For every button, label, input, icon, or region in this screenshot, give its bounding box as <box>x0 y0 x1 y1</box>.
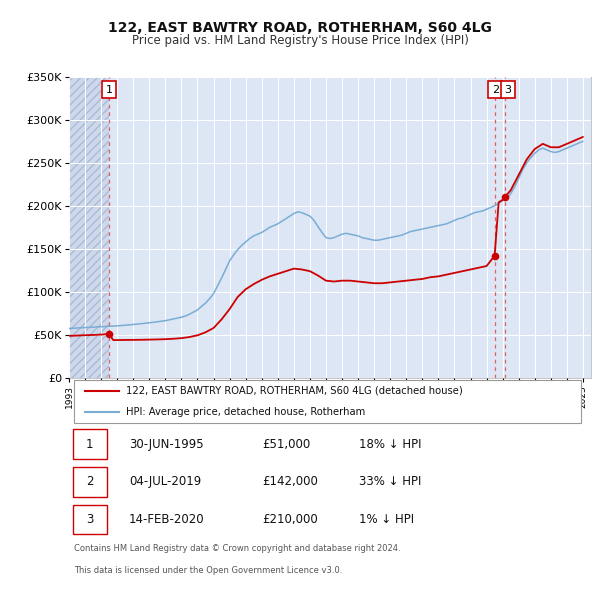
Text: HPI: Average price, detached house, Rotherham: HPI: Average price, detached house, Roth… <box>127 407 365 417</box>
Text: 1: 1 <box>86 438 94 451</box>
Text: 30-JUN-1995: 30-JUN-1995 <box>129 438 203 451</box>
FancyBboxPatch shape <box>73 429 107 459</box>
Text: 33% ↓ HPI: 33% ↓ HPI <box>359 476 421 489</box>
Text: This data is licensed under the Open Government Licence v3.0.: This data is licensed under the Open Gov… <box>74 566 343 575</box>
Text: 2: 2 <box>492 84 499 94</box>
Text: 3: 3 <box>86 513 94 526</box>
Text: 1% ↓ HPI: 1% ↓ HPI <box>359 513 414 526</box>
Text: £51,000: £51,000 <box>262 438 310 451</box>
Text: 18% ↓ HPI: 18% ↓ HPI <box>359 438 421 451</box>
Text: £210,000: £210,000 <box>262 513 318 526</box>
Text: 04-JUL-2019: 04-JUL-2019 <box>129 476 201 489</box>
Text: Contains HM Land Registry data © Crown copyright and database right 2024.: Contains HM Land Registry data © Crown c… <box>74 545 401 553</box>
Text: Price paid vs. HM Land Registry's House Price Index (HPI): Price paid vs. HM Land Registry's House … <box>131 34 469 47</box>
Text: 2: 2 <box>86 476 94 489</box>
Text: 122, EAST BAWTRY ROAD, ROTHERHAM, S60 4LG (detached house): 122, EAST BAWTRY ROAD, ROTHERHAM, S60 4L… <box>127 385 463 395</box>
FancyBboxPatch shape <box>73 504 107 535</box>
Bar <box>69 77 109 378</box>
FancyBboxPatch shape <box>73 467 107 497</box>
Text: 1: 1 <box>106 84 113 94</box>
Text: 122, EAST BAWTRY ROAD, ROTHERHAM, S60 4LG: 122, EAST BAWTRY ROAD, ROTHERHAM, S60 4L… <box>108 21 492 35</box>
Text: 14-FEB-2020: 14-FEB-2020 <box>129 513 205 526</box>
Text: £142,000: £142,000 <box>262 476 318 489</box>
Text: 3: 3 <box>505 84 512 94</box>
FancyBboxPatch shape <box>74 380 581 423</box>
